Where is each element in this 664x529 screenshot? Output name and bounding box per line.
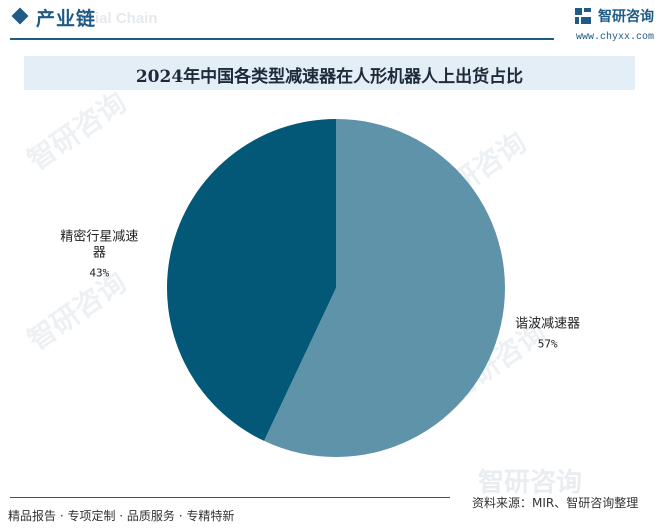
brand-name: 智研咨询 [598, 9, 654, 25]
slice-percent-label: 57% [538, 337, 558, 350]
slice-name-label: 谐波减速器 [515, 316, 580, 331]
slice-name-label: 器 [93, 246, 106, 261]
slice-percent-label: 43% [89, 267, 109, 280]
section-subtitle: ial Chain [95, 10, 158, 27]
section-title: 产业链 [36, 8, 97, 30]
pie-slice [167, 119, 336, 441]
header-divider [10, 38, 554, 40]
footer-tagline: 精品报告 · 专项定制 · 品质服务 · 专精特新 [8, 509, 235, 523]
slice-label: 谐波减速器 57% [515, 316, 580, 350]
brand-url: www.chyxx.com [576, 32, 655, 43]
chart-title: 2024年中国各类型减速器在人形机器人上出货占比 [135, 67, 524, 87]
footer-divider [10, 497, 450, 498]
page-header: 产业链 ial Chain 智研咨询 www.chyxx.com [0, 0, 664, 44]
source-note: 资料来源：MIR、智研咨询整理 [472, 496, 639, 510]
brand-logo-icon [575, 8, 591, 24]
watermark-brand: 智研咨询 [478, 468, 583, 498]
chart-title-band: 2024年中国各类型减速器在人形机器人上出货占比 [24, 56, 635, 90]
slice-name-label: 精密行星减速 [60, 229, 138, 245]
pie-slice [264, 119, 506, 458]
